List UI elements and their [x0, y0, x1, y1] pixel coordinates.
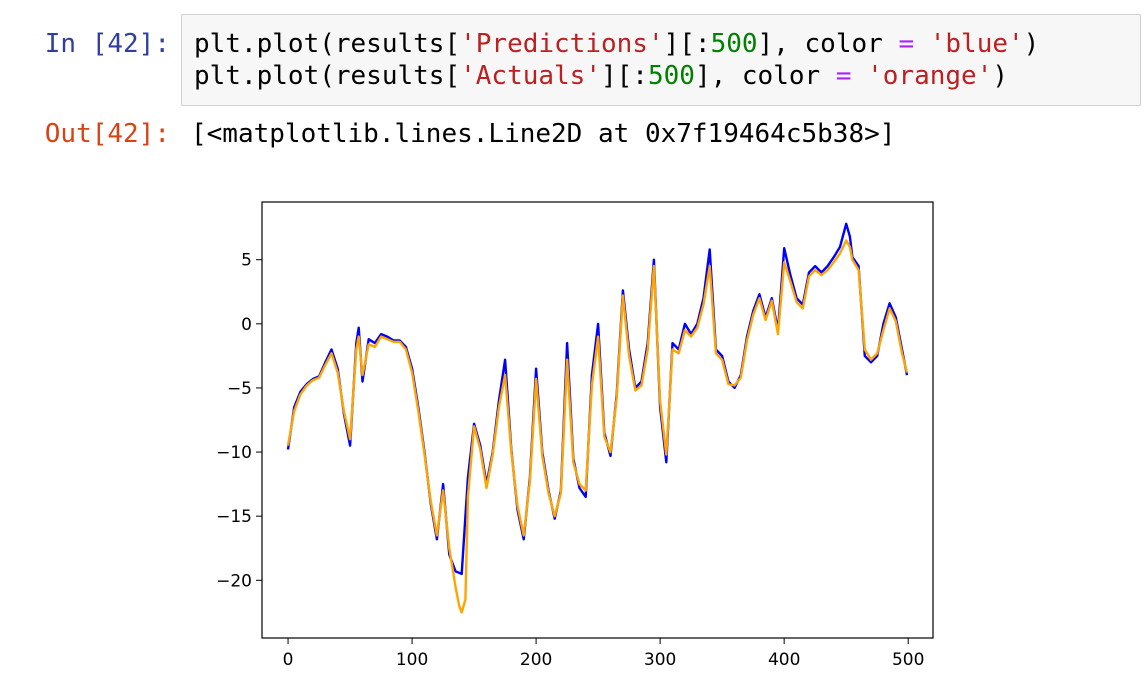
x-tick-label: 400	[768, 650, 800, 670]
x-tick-label: 100	[396, 650, 428, 670]
plot-frame	[261, 201, 934, 639]
y-tick-label: 0	[241, 315, 252, 335]
x-tick-label: 500	[892, 650, 924, 670]
series-line-2	[286, 239, 909, 614]
code-input-area[interactable]: plt.plot(results['Predictions'][:500], c…	[181, 14, 1141, 106]
x-tick-label: 0	[283, 650, 294, 670]
input-prompt: In [42]:	[44, 29, 170, 59]
code-line-1[interactable]: plt.plot(results['Predictions'][:500], c…	[194, 29, 1040, 59]
output-repr: [<matplotlib.lines.Line2D at 0x7f19464c5…	[191, 119, 896, 149]
x-tick-label: 200	[520, 650, 552, 670]
output-prompt: Out[42]:	[44, 119, 170, 149]
y-tick-label: −15	[216, 507, 252, 527]
y-tick-label: −5	[227, 379, 252, 399]
series-line-1	[286, 222, 909, 576]
y-tick-label: −20	[216, 571, 252, 591]
line-chart: 0 100 200 300 400 500 5 0 −5 −10 −15 −20	[216, 201, 934, 670]
code-line-2[interactable]: plt.plot(results['Actuals'][:500], color…	[194, 61, 1009, 91]
y-tick-label: 5	[241, 251, 252, 271]
y-tick-label: −10	[216, 443, 252, 463]
x-tick-label: 300	[644, 650, 676, 670]
